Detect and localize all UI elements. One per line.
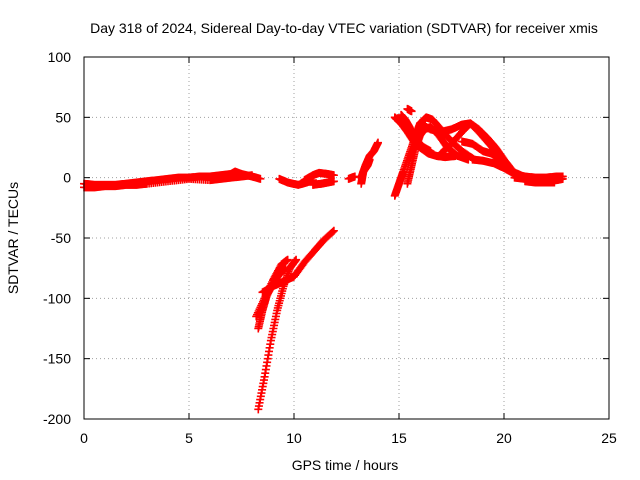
series-tail-c: [521, 177, 559, 187]
data-point: [256, 174, 265, 183]
data-point: [550, 178, 559, 187]
data-point: [365, 155, 374, 164]
data-point: [258, 297, 267, 306]
data-point: [558, 174, 567, 183]
y-tick-label: 50: [55, 109, 71, 125]
y-axis-label: SDTVAR / TECUs: [5, 182, 21, 294]
data-point: [374, 138, 382, 147]
data-point: [252, 312, 261, 321]
data-point: [329, 177, 338, 186]
data-point: [329, 226, 338, 235]
data-point: [256, 303, 265, 312]
data-point: [253, 310, 262, 319]
x-tick-label: 20: [496, 430, 512, 446]
data-point: [255, 305, 264, 314]
x-tick-label: 10: [286, 430, 302, 446]
plot-frame: [83, 56, 610, 420]
data-point: [283, 255, 292, 264]
series-mid-c: [308, 177, 338, 189]
y-tick-label: 100: [48, 49, 72, 65]
series-mid-f: [357, 155, 374, 188]
data-point: [257, 301, 266, 310]
y-tick-label: 0: [63, 170, 71, 186]
grid-lines: [84, 57, 609, 419]
x-tick-label: 25: [601, 430, 617, 446]
axis-ticks: 0 5 10 15 20 25 -200 -150 -100 -50 0 50 100: [43, 49, 617, 446]
data-point: [254, 307, 263, 316]
series-rise-4: [397, 110, 435, 156]
x-axis-label: GPS time / hours: [292, 457, 399, 473]
data-points: [80, 104, 567, 414]
data-point: [253, 308, 262, 317]
y-tick-label: -200: [43, 411, 71, 427]
x-tick-label: 15: [391, 430, 407, 446]
data-point: [451, 151, 460, 160]
series-mid-a: [275, 174, 317, 189]
y-tick-label: -50: [51, 230, 71, 246]
data-point: [260, 294, 269, 303]
data-point: [258, 299, 267, 308]
series-mid-b: [300, 168, 338, 185]
data-point: [248, 171, 256, 180]
data-point: [407, 107, 416, 116]
series-rise-5: [403, 104, 416, 116]
y-tick-label: -150: [43, 351, 71, 367]
series-baseline-b: [80, 171, 256, 192]
y-tick-label: -100: [43, 290, 71, 306]
data-point: [426, 147, 435, 156]
series-drop-4: [258, 226, 338, 297]
data-point: [350, 172, 359, 181]
data-point: [292, 255, 301, 264]
data-point: [259, 296, 268, 305]
series-mid-d: [344, 172, 359, 183]
chart-title: Day 318 of 2024, Sidereal Day-to-day VTE…: [90, 20, 598, 36]
x-tick-label: 0: [80, 430, 88, 446]
x-tick-label: 5: [185, 430, 193, 446]
data-point: [328, 227, 337, 236]
